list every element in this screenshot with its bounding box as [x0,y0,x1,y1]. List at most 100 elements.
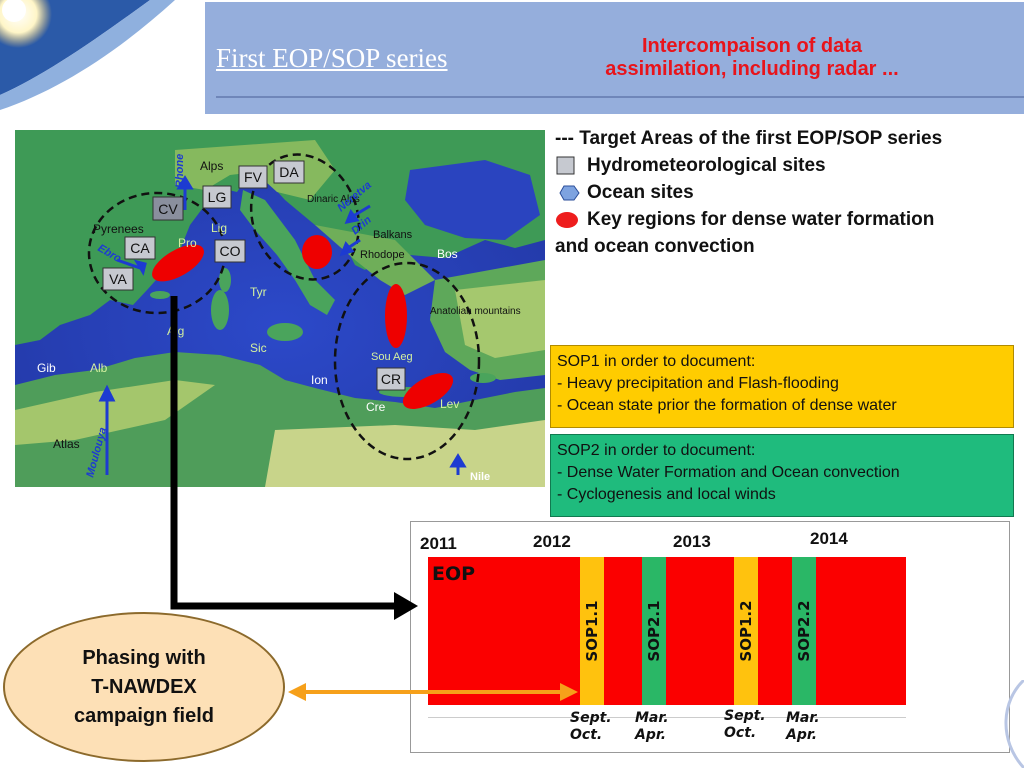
legend-key-label: Key regions for dense water formation [587,209,935,230]
map-label-pro: Pro [178,236,197,250]
legend-row-hydro: Hydrometeorological sites [555,152,1020,179]
header-rule [216,96,1024,98]
month-start: Sept. [570,710,612,726]
target-area-adriatic [249,153,361,281]
year-label-2013: 2013 [673,532,711,551]
sop-band-1-2: SOP1.2 [734,557,758,705]
site-label-fv: FV [244,169,263,185]
month-label-sop1-2: Sept. Oct. [724,708,766,742]
hydro-site-va [102,267,134,291]
year-label-2014: 2014 [810,529,848,548]
legend-hydro-label: Hydrometeorological sites [587,155,826,176]
sop1-item: - Heavy precipitation and Flash-flooding [557,375,839,392]
month-label-sop2-2: Mar. Apr. [786,710,820,744]
sop-band-2-2: SOP2.2 [792,557,816,705]
legend: --- Target Areas of the first EOP/SOP se… [555,125,1020,260]
slide-title[interactable]: First EOP/SOP series [216,43,448,73]
sun-swoosh-decoration [0,0,205,115]
year-label-2011: 2011 [420,534,457,553]
eop-label: EOP [432,563,476,585]
site-label-cr: CR [381,371,401,387]
black-sea [405,160,540,240]
sop2-box: SOP2 in order to document: - Dense Water… [550,434,1014,517]
subtitle-line-2: assimilation, including radar ... [605,58,899,80]
hydro-site-cv [152,196,184,221]
italy-peninsula [240,190,335,315]
phasing-line: Phasing with [82,646,206,669]
sicily-island [267,323,303,341]
month-start: Mar. [786,710,820,726]
header-subtitle: Intercompaison of data assimilation, inc… [552,35,952,81]
header-band [205,2,1024,114]
sop2-item: - Dense Water Formation and Ocean convec… [557,464,900,481]
balearic-island [150,291,170,299]
map-label-lev: Lev [440,397,459,411]
map-label-alg: Alg [167,324,184,338]
arrowhead-left-icon [288,683,306,701]
red-oval-icon [556,212,578,228]
map-label-rhodope: Rhodope [360,249,405,261]
square-icon [556,156,575,175]
site-label-da: DA [279,164,299,180]
river-label-nile: Nile [470,471,490,483]
map-label-anatolian: Anatolian mountains [430,306,521,317]
mediterranean-map: CV LG FV DA CA CO VA CR Alps Pyrenees Di… [15,130,545,487]
map-label-atlas: Atlas [53,437,80,451]
map-label-sou-aeg: Sou Aeg [371,351,413,363]
key-region-aegean [385,284,407,348]
sahara-highlands [265,420,545,487]
map-label-tyr: Tyr [250,285,267,299]
legend-row-ocean: Ocean sites [555,179,1020,206]
legend-key-label-2: and ocean convection [555,236,755,257]
month-label-sop2-1: Mar. Apr. [635,710,669,744]
hexagon-icon [559,185,580,201]
phasing-line: T-NAWDEX [91,675,197,698]
month-label-sop1-1: Sept. Oct. [570,710,612,744]
map-label-alb: Alb [90,361,108,375]
map-label-balkans: Balkans [373,229,413,241]
sop-band-label: SOP2.1 [645,600,663,662]
sop2-item: - Cyclogenesis and local winds [557,486,776,503]
legend-ocean-label: Ocean sites [587,182,694,203]
sop-band-label: SOP1.2 [737,600,755,662]
site-label-cv: CV [158,201,178,217]
site-label-co: CO [220,243,241,259]
sop-band-2-1: SOP2.1 [642,557,666,705]
sop1-box: SOP1 in order to document: - Heavy preci… [550,345,1014,428]
year-label-2012: 2012 [533,532,571,551]
month-start: Sept. [724,708,766,724]
anatolia-highlands [455,280,545,358]
sop1-item: - Ocean state prior the formation of den… [557,397,897,414]
timeline-baseline [428,717,906,718]
month-end: Apr. [635,727,667,743]
subtitle-line-1: Intercompaison of data [641,35,863,57]
cyprus-island [470,373,496,383]
hydro-site-da [273,160,305,184]
sop-band-1-1: SOP1.1 [580,557,604,705]
legend-heading: --- Target Areas of the first EOP/SOP se… [555,128,943,149]
sop-band-label: SOP1.1 [583,600,601,662]
month-end: Oct. [724,725,757,741]
sop2-title: SOP2 in order to document: [557,442,756,459]
key-region-adriatic [302,235,332,269]
slide-header: First EOP/SOP series Intercompaison of d… [0,0,1024,115]
map-label-alps: Alps [200,159,223,173]
key-region-levantine [402,373,454,409]
corsica-island [219,268,231,292]
month-start: Mar. [635,710,669,726]
phasing-line: campaign field [73,704,215,727]
hydro-site-fv [238,165,268,189]
map-label-pyrenees: Pyrenees [93,222,144,236]
corner-swoosh-decoration [1004,680,1024,768]
map-label-gib: Gib [37,361,56,375]
legend-row-key: Key regions for dense water formation [555,206,1020,233]
sop-band-label: SOP2.2 [795,600,813,662]
hydro-site-lg [202,185,232,209]
site-label-va: VA [109,271,127,287]
target-area-east [333,261,481,461]
map-label-lig: Lig [211,221,227,235]
eop-bar [428,557,906,705]
river-arrows [98,175,467,475]
sop1-title: SOP1 in order to document: [557,353,756,370]
hydro-site-ca [124,236,156,260]
